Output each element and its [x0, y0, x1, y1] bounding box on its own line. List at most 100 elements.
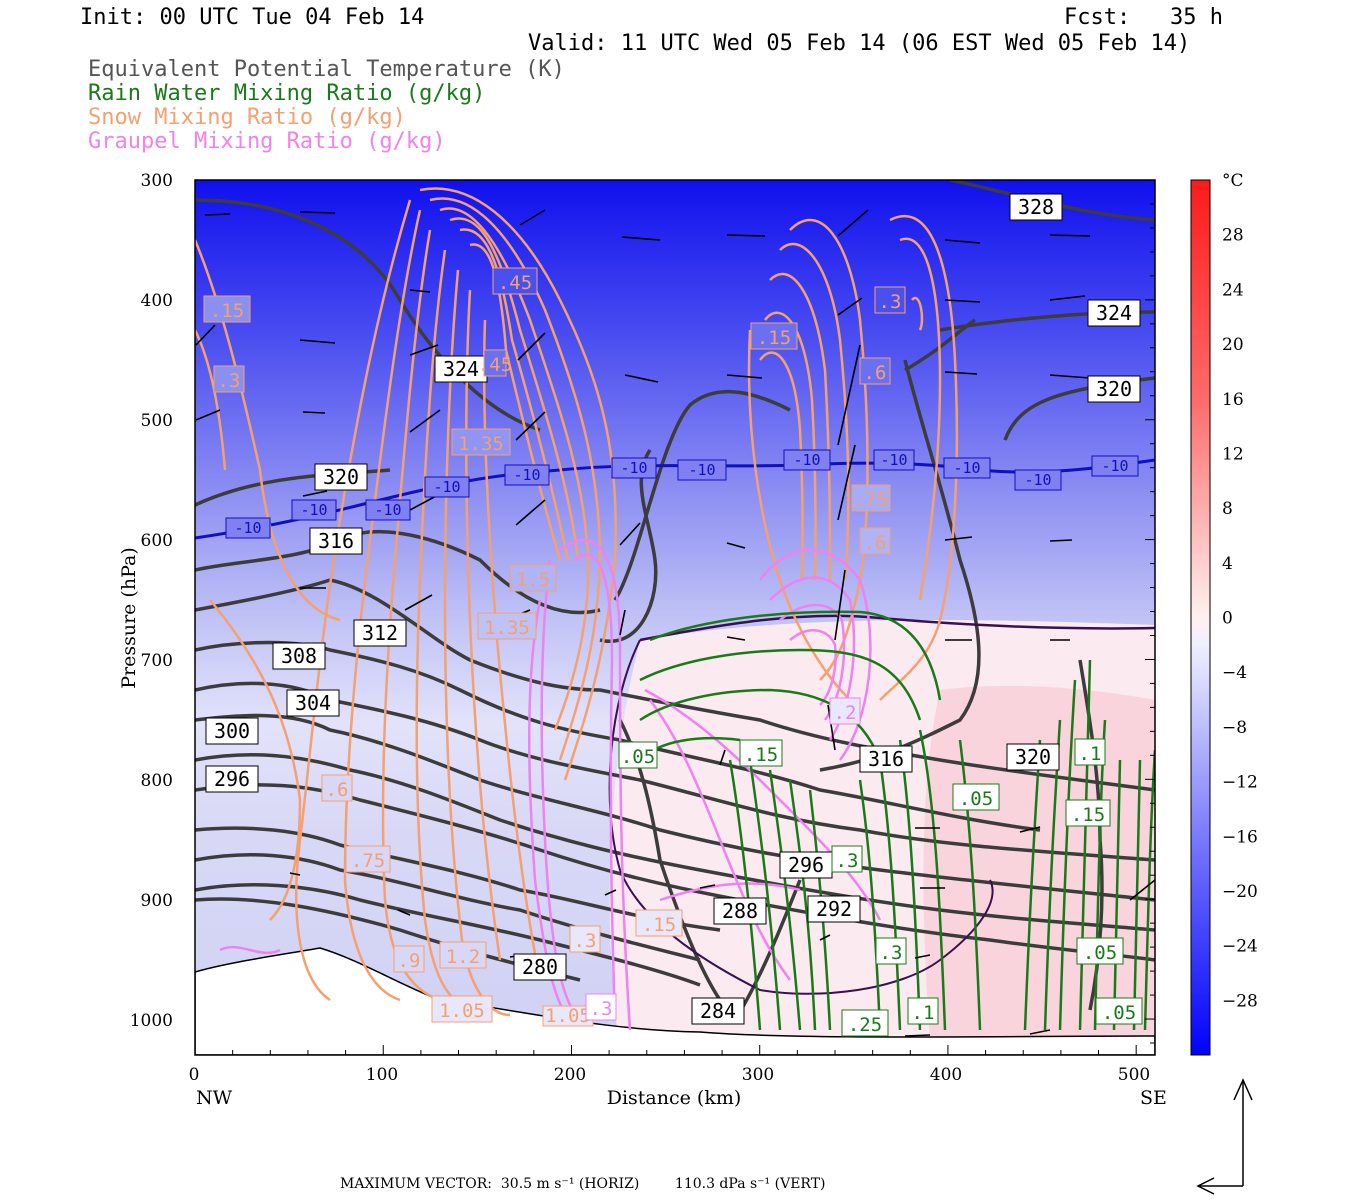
colorbar-tick-label: −20 — [1222, 882, 1258, 902]
rain-label: .05 — [1102, 1002, 1136, 1024]
wind-vectors — [195, 209, 1155, 1037]
theta-e-label: 320 — [1015, 745, 1051, 769]
snow-label: 1.35 — [484, 617, 530, 639]
valid-time: Valid: 11 UTC Wed 05 Feb 14 (06 EST Wed … — [528, 31, 1191, 56]
isotherm-label: -10 — [234, 519, 261, 537]
y-tick-900: 900 — [141, 891, 173, 911]
theta-e-label: 320 — [1096, 377, 1132, 401]
x-end-right-label: SE — [1140, 1087, 1167, 1109]
y-tick-1000: 1000 — [130, 1011, 173, 1031]
rain-label: .05 — [959, 788, 993, 810]
max-vector-caption: MAXIMUM VECTOR: 30.5 m s⁻¹ (HORIZ) 110.3… — [340, 1176, 826, 1192]
theta-e-label: 316 — [318, 529, 354, 553]
isotherm-label: -10 — [688, 461, 715, 479]
colorbar-tick-label: 24 — [1222, 280, 1244, 300]
colorbar-tick-label: −12 — [1222, 773, 1258, 793]
colorbar-unit: °C — [1222, 171, 1244, 191]
max-vector-label: MAXIMUM VECTOR: — [340, 1176, 492, 1192]
snow-label: .6 — [326, 779, 349, 801]
isotherm-label: -10 — [1101, 457, 1128, 475]
snow-label: .15 — [757, 327, 791, 349]
colorbar-tick-label: 16 — [1222, 390, 1244, 410]
theta-e-label: 292 — [816, 897, 852, 921]
legend-snow: Snow Mixing Ratio (g/kg) — [88, 105, 406, 130]
y-tick-marks — [1145, 179, 1155, 1044]
y-tick-300: 300 — [141, 171, 173, 191]
x-tick-200: 200 — [554, 1065, 586, 1085]
temperature-labels: -10 -10 -10 -10 -10 -10 -10 -10 -10 -10 … — [225, 449, 1139, 539]
x-end-left-label: NW — [196, 1087, 233, 1109]
rain-label: .1 — [912, 1002, 935, 1024]
colorbar — [1190, 179, 1211, 1056]
x-tick-100: 100 — [366, 1065, 398, 1085]
y-tick-700: 700 — [141, 651, 173, 671]
colorbar-tick-label: 20 — [1222, 335, 1244, 355]
theta-e-label: 300 — [214, 719, 250, 743]
colorbar-tick-label: 28 — [1222, 226, 1244, 246]
theta-e-label: 324 — [443, 357, 479, 381]
y-tick-500: 500 — [141, 411, 173, 431]
colorbar-tick-label: −8 — [1222, 718, 1247, 738]
colorbar-tick-label: −24 — [1222, 937, 1258, 957]
colorbar-tick-label: 0 — [1222, 609, 1233, 629]
snow-label: .15 — [210, 300, 244, 322]
isotherm-label: -10 — [953, 459, 980, 477]
legend-graupel: Graupel Mixing Ratio (g/kg) — [88, 129, 446, 154]
snow-label: .45 — [478, 354, 512, 376]
max-vector-vert: 110.3 dPa s⁻¹ (VERT) — [674, 1176, 826, 1192]
theta-e-label: 312 — [362, 621, 398, 645]
colorbar-tick-label: 8 — [1222, 499, 1233, 519]
isotherm-label: -10 — [620, 459, 647, 477]
rain-label: .25 — [848, 1014, 882, 1036]
theta-e-label: 296 — [214, 767, 250, 791]
theta-e-label: 288 — [722, 899, 758, 923]
x-axis-label: Distance (km) — [607, 1087, 742, 1109]
freezing-line — [639, 614, 1155, 642]
snow-label: .45 — [498, 272, 532, 294]
legend-theta-e: Equivalent Potential Temperature (K) — [88, 57, 565, 82]
x-tick-500: 500 — [1118, 1065, 1150, 1085]
theta-e-label: 324 — [1096, 301, 1132, 325]
y-tick-600: 600 — [141, 531, 173, 551]
init-time: Init: 00 UTC Tue 04 Feb 14 — [80, 5, 425, 30]
rain-label: .15 — [744, 744, 778, 766]
colorbar-tick-label: −28 — [1222, 991, 1258, 1011]
y-axis-label: Pressure (hPa) — [118, 547, 140, 689]
colorbar-tick-label: 12 — [1222, 444, 1244, 464]
isotherm-label: -10 — [793, 451, 820, 469]
graupel-label: .3 — [590, 998, 613, 1020]
forecast-hour: Fcst: 35 h — [1064, 5, 1223, 30]
snow-label: .75 — [351, 850, 385, 872]
snow-label: 1.35 — [458, 433, 504, 455]
colorbar-tick-label: −4 — [1222, 663, 1247, 683]
snow-contours — [195, 187, 959, 1017]
rain-label: .05 — [621, 746, 655, 768]
isotherm-label: -10 — [880, 451, 907, 469]
x-tick-marks — [194, 1045, 1137, 1055]
theta-e-label: 280 — [522, 955, 558, 979]
theta-e-label: 304 — [295, 691, 331, 715]
snow-label: .3 — [574, 930, 597, 952]
theta-e-labels: 328 324 320 324 320 316 312 308 304 300 … — [205, 193, 1141, 1025]
rain-label: .05 — [1083, 942, 1117, 964]
isotherm-label: -10 — [433, 478, 460, 496]
plot-frame — [194, 179, 1156, 1056]
theta-e-label: 308 — [281, 644, 317, 668]
y-tick-800: 800 — [141, 771, 173, 791]
isotherm-label: -10 — [374, 501, 401, 519]
snow-label: 1.5 — [516, 569, 550, 591]
isotherm-label: -10 — [300, 501, 327, 519]
theta-e-label: 284 — [700, 999, 736, 1023]
isotherm-label: -10 — [1024, 471, 1051, 489]
theta-e-label: 296 — [788, 853, 824, 877]
snow-label: 1.05 — [439, 1000, 485, 1022]
x-tick-300: 300 — [742, 1065, 774, 1085]
graupel-label: .2 — [834, 702, 857, 724]
snow-label: .9 — [398, 950, 421, 972]
snow-label: .6 — [864, 362, 887, 384]
rain-label: .15 — [1071, 804, 1105, 826]
snow-label: .6 — [864, 532, 887, 554]
rain-label: .3 — [836, 850, 859, 872]
graupel-labels: .3 .2 — [585, 697, 861, 1021]
